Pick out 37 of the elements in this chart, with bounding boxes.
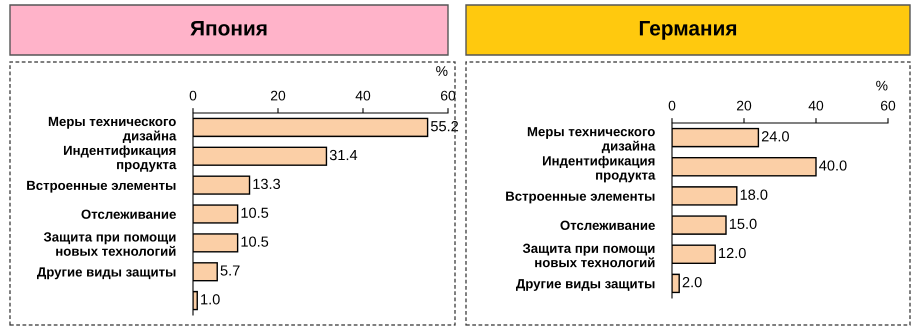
data-label: 15.0 [730, 218, 757, 229]
data-label: 10.5 [242, 208, 268, 218]
data-label: 2.0 [682, 277, 702, 288]
y-tick-label: Другие виды защиты [37, 267, 176, 280]
y-tick-label: Отслеживание [81, 210, 176, 219]
y-tick-label: Встроенные элементы [506, 192, 654, 204]
x-tick-label: 60 [880, 100, 896, 111]
x-tick-label: 40 [808, 100, 824, 111]
x-tick-label: 20 [736, 100, 752, 111]
data-label: 13.3 [253, 178, 280, 190]
data-label: 10.5 [242, 236, 268, 247]
x-tick-label: 0 [668, 100, 676, 111]
x-tick-label: 0 [190, 90, 196, 101]
y-tick-label: Встроенные элементы [27, 180, 176, 193]
y-tick-label: Индентификация продукта [542, 156, 656, 182]
data-label: 40.0 [819, 160, 847, 171]
data-label: 18.0 [740, 190, 768, 200]
x-tick-label: 20 [270, 90, 286, 101]
x-tick-label: 60 [440, 90, 456, 101]
data-label: 5.7 [220, 265, 240, 276]
x-axis-title: % [436, 66, 448, 76]
x-axis-title: % [876, 80, 888, 90]
y-tick-label: Отслеживание [560, 220, 655, 230]
y-tick-label: Индентификация продукта [64, 145, 176, 172]
data-label: 24.0 [762, 131, 789, 142]
chart-title: Япония [190, 21, 266, 36]
y-tick-label: Меры технического дизайна [48, 116, 176, 144]
data-label: 1.0 [201, 294, 220, 304]
data-label: 31.4 [330, 150, 358, 160]
y-tick-label: Меры технического дизайна [528, 127, 656, 154]
y-tick-label: Защита при помощи новых технологий [44, 232, 176, 256]
x-tick-label: 40 [356, 90, 370, 101]
data-label: 12.0 [719, 248, 746, 258]
y-tick-label: Другие виды защиты [516, 279, 654, 291]
chart-title: Германия [640, 21, 736, 40]
data-label: 55.2 [430, 121, 458, 132]
y-tick-label: Защита при помощи новых технологий [522, 244, 654, 268]
